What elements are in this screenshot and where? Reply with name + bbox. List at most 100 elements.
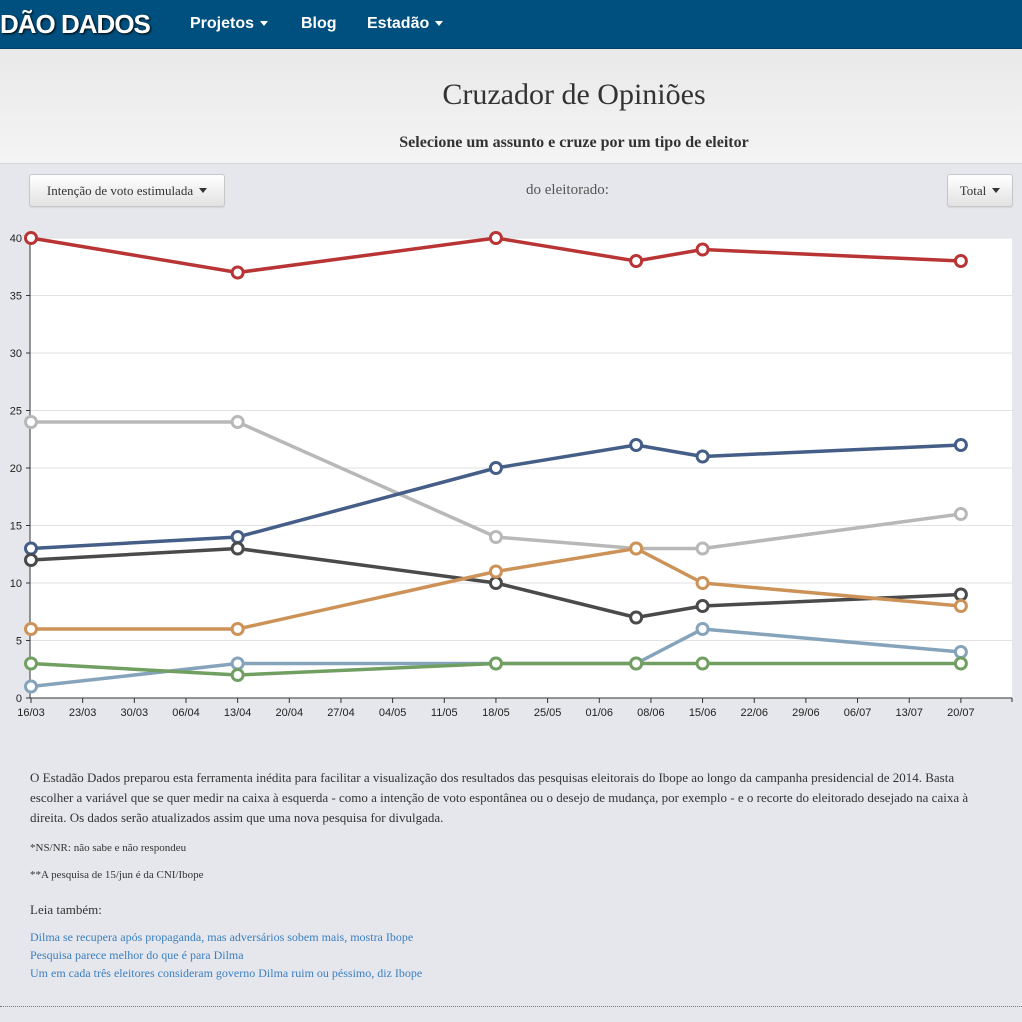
poll-line-chart: 0 5 10 15 20 25 30 35 40 16/03 23/03 30/03 06/04 13/0… bbox=[10, 231, 1013, 719]
data-point bbox=[230, 265, 245, 280]
data-point bbox=[953, 438, 968, 452]
data-point bbox=[629, 438, 644, 452]
y-tick-label: 25 bbox=[10, 406, 22, 418]
x-tick-label: 18/05 bbox=[482, 707, 510, 719]
y-tick-label: 10 bbox=[10, 578, 22, 590]
data-point bbox=[230, 656, 245, 671]
x-tick-label: 29/06 bbox=[792, 707, 820, 719]
nav-projetos[interactable]: Projetos bbox=[190, 0, 269, 48]
related-link-3[interactable]: Um em cada três eleitores consideram gov… bbox=[30, 966, 423, 980]
data-point bbox=[695, 576, 710, 590]
series-line bbox=[30, 661, 961, 677]
segment-dropdown[interactable]: Total bbox=[947, 174, 1013, 207]
data-point bbox=[695, 449, 710, 464]
series-line bbox=[31, 546, 962, 631]
data-point bbox=[24, 553, 38, 567]
description-text: O Estadão Dados preparou esta ferramenta… bbox=[30, 770, 969, 825]
page-header bbox=[0, 49, 1022, 164]
x-tick-label: 27/04 bbox=[327, 707, 355, 719]
data-point bbox=[953, 254, 968, 268]
x-tick-label: 15/06 bbox=[689, 707, 717, 719]
data-point bbox=[695, 622, 710, 636]
data-point bbox=[230, 415, 245, 429]
page-subtitle: Selecione um assunto e cruze por um tipo… bbox=[399, 134, 749, 151]
series-line bbox=[30, 443, 961, 551]
data-point bbox=[24, 541, 38, 556]
nav-blog-label: Blog bbox=[301, 15, 337, 32]
data-point bbox=[24, 415, 38, 429]
data-point bbox=[24, 231, 38, 245]
chevron-down-icon bbox=[992, 188, 1001, 193]
data-point bbox=[953, 587, 968, 602]
data-point bbox=[953, 645, 968, 659]
read-also-label: Leia também: bbox=[30, 902, 102, 917]
nav-estadao-label: Estadão bbox=[367, 15, 430, 32]
topic-dropdown[interactable]: Intenção de voto estimulada bbox=[29, 174, 225, 207]
x-tick-label: 20/07 bbox=[947, 707, 975, 719]
nav-projetos-label: Projetos bbox=[190, 15, 255, 32]
y-tick-label: 35 bbox=[10, 291, 22, 303]
data-point bbox=[695, 656, 710, 671]
data-point bbox=[488, 461, 503, 475]
topic-dropdown-label: Intenção de voto estimulada bbox=[46, 182, 194, 198]
data-point bbox=[629, 254, 644, 268]
x-tick-label: 11/05 bbox=[431, 707, 458, 719]
x-tick-label: 13/04 bbox=[224, 707, 252, 719]
y-tick-label: 40 bbox=[10, 233, 22, 245]
note-ns-nr: *NS/NR: não sabe e não respondeu bbox=[30, 842, 187, 854]
x-tick-label: 20/04 bbox=[276, 707, 304, 719]
segment-label: do eleitorado: bbox=[526, 182, 609, 198]
data-point bbox=[230, 668, 245, 682]
data-point bbox=[629, 610, 644, 625]
related-link-2[interactable]: Pesquisa parece melhor do que é para Dil… bbox=[30, 948, 244, 962]
data-point bbox=[953, 656, 968, 671]
chevron-down-icon bbox=[260, 21, 269, 27]
page-title: Cruzador de Opiniões bbox=[442, 78, 706, 111]
chevron-down-icon bbox=[199, 188, 208, 193]
nav-estadao[interactable]: Estadão bbox=[367, 0, 444, 48]
data-point bbox=[24, 679, 38, 694]
footer-divider bbox=[0, 1006, 1022, 1007]
y-tick-label: 5 bbox=[16, 636, 22, 648]
x-tick-label: 06/07 bbox=[844, 707, 872, 719]
x-tick-label: 22/06 bbox=[740, 707, 768, 719]
y-tick-label: 15 bbox=[10, 521, 22, 533]
note-cni: **A pesquisa de 15/jun é da CNI/Ibope bbox=[30, 869, 204, 881]
series-line bbox=[31, 420, 962, 551]
x-tick-label: 01/06 bbox=[585, 707, 613, 719]
series-line bbox=[30, 546, 961, 620]
x-tick-label: 23/03 bbox=[69, 707, 97, 719]
data-point bbox=[24, 622, 38, 636]
site-logo[interactable]: DÃO DADOS bbox=[0, 6, 151, 42]
data-point bbox=[24, 656, 38, 671]
x-tick-label: 30/03 bbox=[121, 707, 149, 719]
data-point bbox=[488, 530, 503, 544]
data-point bbox=[695, 541, 710, 556]
data-point bbox=[488, 656, 503, 671]
nav-blog[interactable]: Blog bbox=[301, 0, 337, 48]
chevron-down-icon bbox=[435, 21, 444, 27]
y-tick-label: 30 bbox=[10, 348, 22, 360]
data-point bbox=[953, 507, 968, 521]
y-tick-label: 0 bbox=[16, 693, 22, 705]
series-line bbox=[30, 236, 961, 275]
x-tick-label: 13/07 bbox=[895, 707, 923, 719]
x-tick-label: 06/04 bbox=[172, 707, 200, 719]
data-point bbox=[695, 242, 710, 257]
x-tick-label: 04/05 bbox=[379, 707, 407, 719]
data-point bbox=[488, 231, 503, 245]
segment-dropdown-label: Total bbox=[959, 182, 987, 198]
y-tick-label: 20 bbox=[10, 463, 22, 475]
data-point bbox=[230, 622, 245, 636]
data-point bbox=[953, 599, 968, 613]
related-link-1[interactable]: Dilma se recupera após propaganda, mas a… bbox=[30, 930, 414, 944]
data-point bbox=[230, 530, 245, 544]
logo-text: DÃO DADOS bbox=[0, 8, 151, 39]
data-point bbox=[230, 541, 245, 556]
data-point bbox=[488, 576, 503, 590]
related-links: Dilma se recupera após propaganda, mas a… bbox=[30, 928, 1000, 982]
x-tick-label: 08/06 bbox=[637, 707, 665, 719]
top-navbar: DÃO DADOS Projetos Blog Estadão bbox=[0, 0, 1022, 49]
x-tick-label: 25/05 bbox=[534, 707, 562, 719]
x-tick-label: 16/03 bbox=[17, 707, 45, 719]
